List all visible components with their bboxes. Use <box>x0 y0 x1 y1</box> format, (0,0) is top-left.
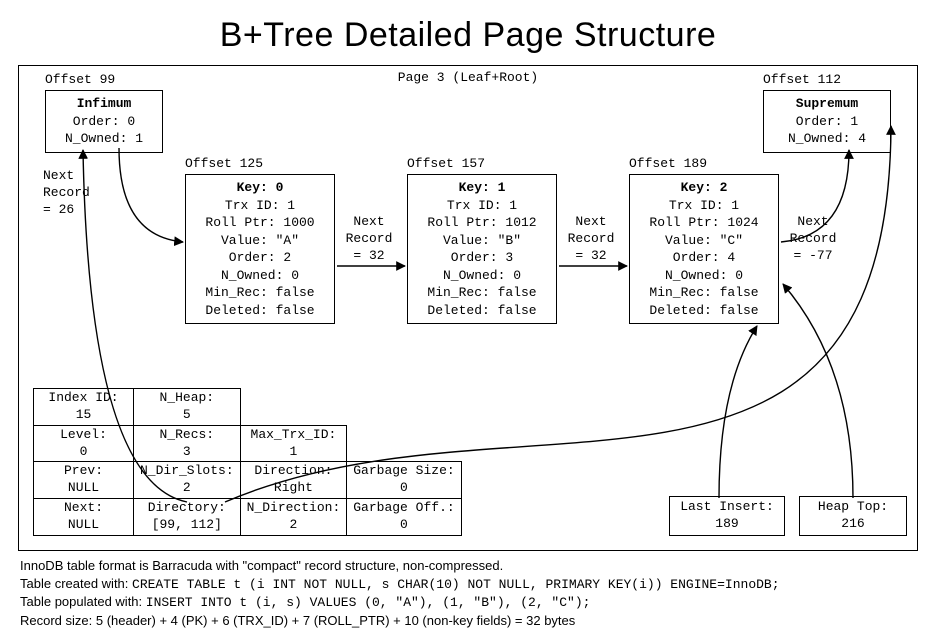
footnotes: InnoDB table format is Barracuda with "c… <box>20 557 916 629</box>
meta-next: Next: NULL <box>34 499 134 536</box>
rec2-order: Order: 4 <box>636 249 772 267</box>
rec1-order: Order: 3 <box>414 249 550 267</box>
infimum-title: Infimum <box>52 95 156 113</box>
rec1-offset: Offset 157 <box>407 156 485 171</box>
meta-level: Level: 0 <box>34 425 134 462</box>
foot-line2: Table created with: CREATE TABLE t (i IN… <box>20 575 916 594</box>
foot-line3: Table populated with: INSERT INTO t (i, … <box>20 593 916 612</box>
meta-garbage-off: Garbage Off.: 0 <box>347 499 461 536</box>
rec1-nowned: N_Owned: 0 <box>414 267 550 285</box>
heap-top-box: Heap Top: 216 <box>799 496 907 536</box>
rec1-minrec: Min_Rec: false <box>414 284 550 302</box>
meta-garbage-size: Garbage Size: 0 <box>347 462 461 499</box>
page-metadata: Index ID: 15 N_Heap: 5 Level: 0 N_Recs: … <box>33 388 462 536</box>
rec0-minrec: Min_Rec: false <box>192 284 328 302</box>
next-0-to-1: Next Record = 32 <box>339 214 399 265</box>
rec2-minrec: Min_Rec: false <box>636 284 772 302</box>
foot-line4: Record size: 5 (header) + 4 (PK) + 6 (TR… <box>20 612 916 630</box>
page-label: Page 3 (Leaf+Root) <box>398 70 538 85</box>
foot-line1: InnoDB table format is Barracuda with "c… <box>20 557 916 575</box>
supremum-nowned: N_Owned: 4 <box>770 130 884 148</box>
rec0-box: Key: 0 Trx ID: 1 Roll Ptr: 1000 Value: "… <box>185 174 335 324</box>
page-frame: Page 3 (Leaf+Root) Offset 99 Infimum Ord… <box>18 65 918 551</box>
rec0-trx: Trx ID: 1 <box>192 197 328 215</box>
rec1-deleted: Deleted: false <box>414 302 550 320</box>
rec1-trx: Trx ID: 1 <box>414 197 550 215</box>
rec0-order: Order: 2 <box>192 249 328 267</box>
meta-nheap: N_Heap: 5 <box>134 388 241 425</box>
infimum-order: Order: 0 <box>52 113 156 131</box>
rec2-key: Key: 2 <box>636 179 772 197</box>
rec1-val: Value: "B" <box>414 232 550 250</box>
meta-index-id: Index ID: 15 <box>34 388 134 425</box>
rec1-box: Key: 1 Trx ID: 1 Roll Ptr: 1012 Value: "… <box>407 174 557 324</box>
meta-direction: Direction: Right <box>240 462 347 499</box>
last-insert-box: Last Insert: 189 <box>669 496 785 536</box>
next-1-to-2: Next Record = 32 <box>561 214 621 265</box>
next-2-to-sup: Next Record = -77 <box>783 214 843 265</box>
infimum-offset: Offset 99 <box>45 72 115 87</box>
infimum-nowned: N_Owned: 1 <box>52 130 156 148</box>
rec2-deleted: Deleted: false <box>636 302 772 320</box>
supremum-box: Supremum Order: 1 N_Owned: 4 <box>763 90 891 153</box>
rec0-nowned: N_Owned: 0 <box>192 267 328 285</box>
rec0-offset: Offset 125 <box>185 156 263 171</box>
rec0-roll: Roll Ptr: 1000 <box>192 214 328 232</box>
rec1-roll: Roll Ptr: 1012 <box>414 214 550 232</box>
rec2-trx: Trx ID: 1 <box>636 197 772 215</box>
meta-ndirection: N_Direction: 2 <box>240 499 347 536</box>
supremum-offset: Offset 112 <box>763 72 841 87</box>
rec2-offset: Offset 189 <box>629 156 707 171</box>
rec1-key: Key: 1 <box>414 179 550 197</box>
infimum-box: Infimum Order: 0 N_Owned: 1 <box>45 90 163 153</box>
meta-ndirslots: N_Dir_Slots: 2 <box>134 462 241 499</box>
page-title: B+Tree Detailed Page Structure <box>12 16 924 55</box>
next-inf-to-0: Next Record = 26 <box>43 168 103 219</box>
meta-maxtrx: Max_Trx_ID: 1 <box>240 425 347 462</box>
rec2-box: Key: 2 Trx ID: 1 Roll Ptr: 1024 Value: "… <box>629 174 779 324</box>
supremum-order: Order: 1 <box>770 113 884 131</box>
rec0-deleted: Deleted: false <box>192 302 328 320</box>
meta-prev: Prev: NULL <box>34 462 134 499</box>
meta-nrecs: N_Recs: 3 <box>134 425 241 462</box>
meta-directory: Directory: [99, 112] <box>134 499 241 536</box>
rec2-val: Value: "C" <box>636 232 772 250</box>
rec0-key: Key: 0 <box>192 179 328 197</box>
rec0-val: Value: "A" <box>192 232 328 250</box>
supremum-title: Supremum <box>770 95 884 113</box>
rec2-nowned: N_Owned: 0 <box>636 267 772 285</box>
rec2-roll: Roll Ptr: 1024 <box>636 214 772 232</box>
